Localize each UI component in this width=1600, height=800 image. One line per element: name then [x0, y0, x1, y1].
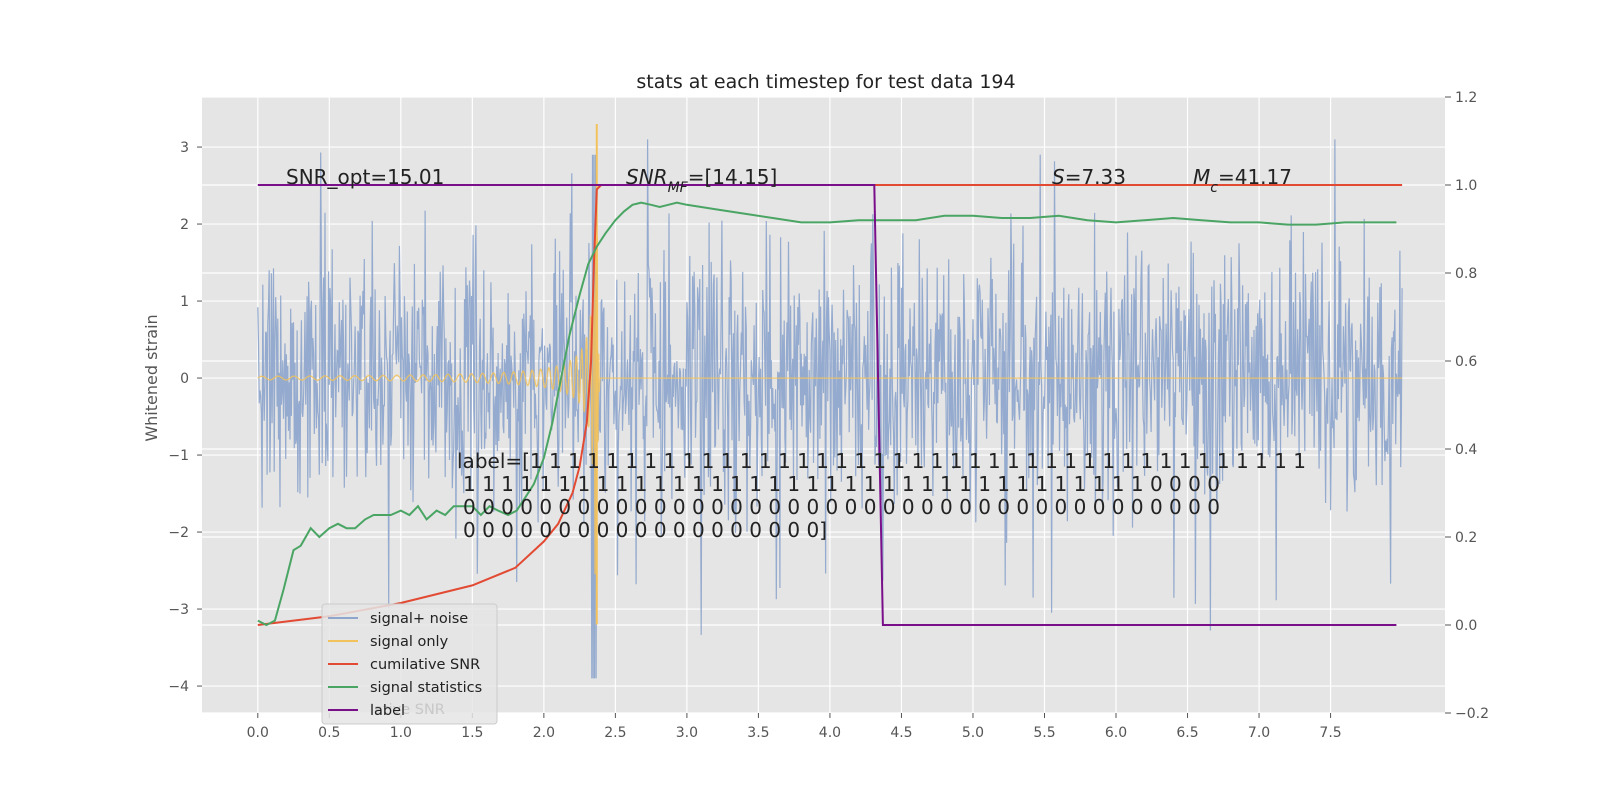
x-tick-label: 7.0 [1248, 725, 1270, 741]
x-tick-label: 1.0 [390, 725, 412, 741]
y2-tick-label: 1.0 [1455, 178, 1477, 194]
y2-tick-label: −0.2 [1455, 706, 1489, 722]
legend-entry-label: signal statistics [370, 680, 482, 696]
y-tick-label: 3 [180, 140, 189, 156]
axes: 0.0 0.5 1.0 1.5 2.0 2.5 3.0 3.5 4.0 4.5 5.0 5.5 6.0 6… [168, 90, 1489, 741]
x-tick-label: 6.0 [1105, 725, 1127, 741]
y2-tick-label: 1.2 [1455, 90, 1477, 106]
annotation-label-line: 0 0 0 0 0 0 0 0 0 0 0 0 0 0 0 0 0 0 0] [463, 518, 827, 542]
x-tick-label: 6.5 [1176, 725, 1198, 741]
annotation-label-line: 0 0 0 0 0 0 0 0 0 0 0 0 0 0 0 0 0 0 0 0 … [463, 495, 1220, 519]
x-tick-label: 1.5 [461, 725, 483, 741]
x-tick-label: 0.5 [318, 725, 340, 741]
x-tick-label: 2.0 [533, 725, 555, 741]
y-tick-label: −1 [168, 448, 189, 464]
y-axis-label: Whitened strain [142, 314, 161, 441]
x-tick-label: 3.5 [747, 725, 769, 741]
annotation-s: S=7.33 [1052, 165, 1126, 189]
x-tick-label: 5.5 [1033, 725, 1055, 741]
series-label-line [257, 184, 1397, 626]
annotation-mc: Mc=41.17 [1193, 165, 1292, 196]
y-tick-label: −2 [168, 525, 189, 541]
x-tick-label: 4.0 [819, 725, 841, 741]
x-tick-label: 5.0 [962, 725, 984, 741]
y2-tick-label: 0.2 [1455, 530, 1477, 546]
y2-tick-label: 0.8 [1455, 266, 1477, 282]
x-tick-label: 4.5 [890, 725, 912, 741]
legend-entry-label: label [370, 703, 405, 719]
annotation-snr-opt: SNR_opt=15.01 [286, 165, 444, 189]
y2-tick-label: 0.6 [1455, 354, 1477, 370]
y2-tick-label: 0.4 [1455, 442, 1477, 458]
legend-box [321, 603, 498, 725]
y-tick-label: 1 [180, 294, 189, 310]
series-cumilative-snr-line [257, 184, 1403, 626]
y2-tick-label: 0.0 [1455, 618, 1477, 634]
chart-title: stats at each timestep for test data 194 [636, 71, 1015, 93]
series-layer [257, 123, 1403, 679]
x-tick-label: 0.0 [247, 725, 269, 741]
legend-entry-label: cumilative SNR [370, 657, 480, 673]
series-signal-only-line [257, 200, 1403, 575]
x-tick-label: 3.0 [676, 725, 698, 741]
annotations: SNR_opt=15.01 SNRMF=[14.15] S=7.33 Mc=41.17… [286, 165, 1306, 542]
annotation-snr-mf: SNRMF=[14.15] [626, 165, 777, 196]
legend: lative SNR signal+ noise signal only cumila… [321, 603, 498, 725]
legend-ghost-text: lative SNR [370, 702, 445, 718]
y-tick-label: −3 [168, 602, 189, 618]
y-tick-label: 0 [180, 371, 189, 387]
series-signal-noise-line [257, 139, 1403, 679]
x-tick-label: 2.5 [604, 725, 626, 741]
x-tick-label: 7.5 [1319, 725, 1341, 741]
annotation-label-line: label=[1 1 1 1 1 1 1 1 1 1 1 1 1 1 1 1 1… [457, 449, 1306, 473]
annotation-label-line: 1 1 1 1 1 1 1 1 1 1 1 1 1 1 1 1 1 1 1 1 … [463, 472, 1220, 496]
legend-entry-label: signal+ noise [370, 611, 468, 627]
series-signal-statistics-line [257, 201, 1397, 627]
y-tick-label: 2 [180, 217, 189, 233]
y-tick-label: −4 [168, 679, 189, 695]
legend-entry-label: signal only [370, 634, 449, 650]
